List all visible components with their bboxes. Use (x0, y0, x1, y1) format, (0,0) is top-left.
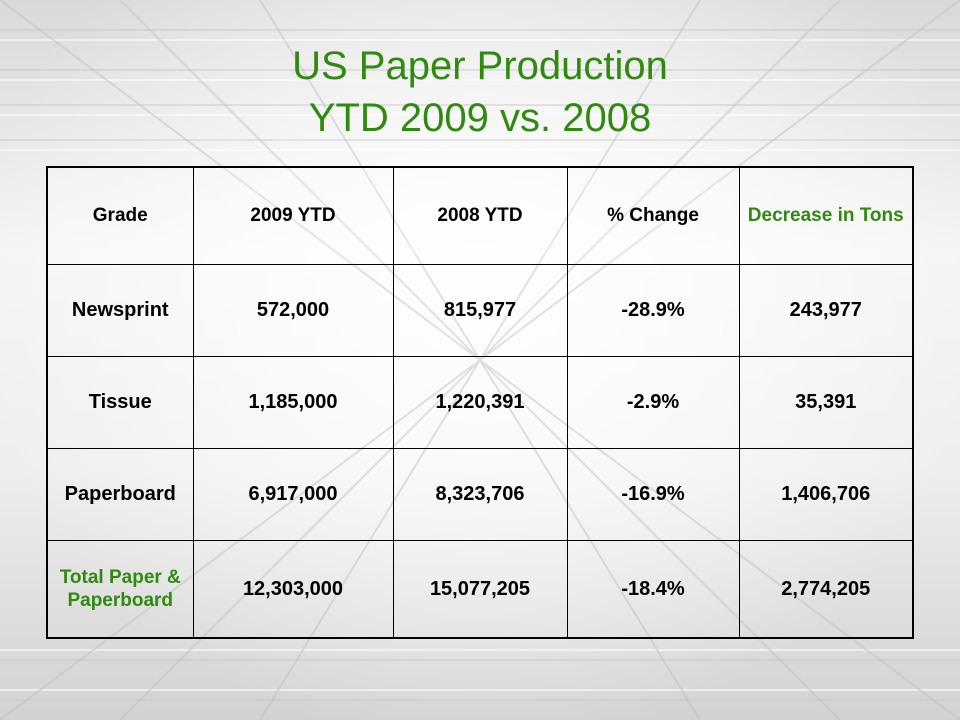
cell-decrease-in-tons: 1,406,706 (738, 448, 914, 541)
production-table: Grade 2009 YTD 2008 YTD % Change Decreas… (46, 166, 914, 639)
table-row: Tissue 1,185,000 1,220,391 -2.9% 35,391 (46, 356, 914, 449)
table-header-row: Grade 2009 YTD 2008 YTD % Change Decreas… (46, 166, 914, 265)
header-decrease-in-tons: Decrease in Tons (738, 166, 914, 265)
slide-title: US Paper Production YTD 2009 vs. 2008 (0, 40, 960, 144)
table-row: Paperboard 6,917,000 8,323,706 -16.9% 1,… (46, 448, 914, 541)
cell-decrease-in-tons: 2,774,205 (738, 540, 914, 639)
table-row-total: Total Paper & Paperboard 12,303,000 15,0… (46, 540, 914, 639)
header-grade: Grade (46, 166, 194, 265)
cell-2009-ytd: 572,000 (192, 264, 394, 357)
cell-percent-change: -28.9% (566, 264, 740, 357)
cell-2009-ytd: 12,303,000 (192, 540, 394, 639)
cell-2008-ytd: 815,977 (392, 264, 568, 357)
header-2009-ytd: 2009 YTD (192, 166, 394, 265)
cell-grade: Tissue (46, 356, 194, 449)
cell-2009-ytd: 1,185,000 (192, 356, 394, 449)
cell-percent-change: -2.9% (566, 356, 740, 449)
title-line-2: YTD 2009 vs. 2008 (308, 96, 652, 140)
cell-2008-ytd: 1,220,391 (392, 356, 568, 449)
cell-decrease-in-tons: 35,391 (738, 356, 914, 449)
cell-grade: Newsprint (46, 264, 194, 357)
cell-decrease-in-tons: 243,977 (738, 264, 914, 357)
cell-2008-ytd: 15,077,205 (392, 540, 568, 639)
cell-percent-change: -18.4% (566, 540, 740, 639)
cell-grade: Total Paper & Paperboard (46, 540, 194, 639)
cell-percent-change: -16.9% (566, 448, 740, 541)
title-line-1: US Paper Production (292, 44, 668, 88)
cell-2009-ytd: 6,917,000 (192, 448, 394, 541)
header-percent-change: % Change (566, 166, 740, 265)
table-row: Newsprint 572,000 815,977 -28.9% 243,977 (46, 264, 914, 357)
header-2008-ytd: 2008 YTD (392, 166, 568, 265)
cell-2008-ytd: 8,323,706 (392, 448, 568, 541)
cell-grade: Paperboard (46, 448, 194, 541)
